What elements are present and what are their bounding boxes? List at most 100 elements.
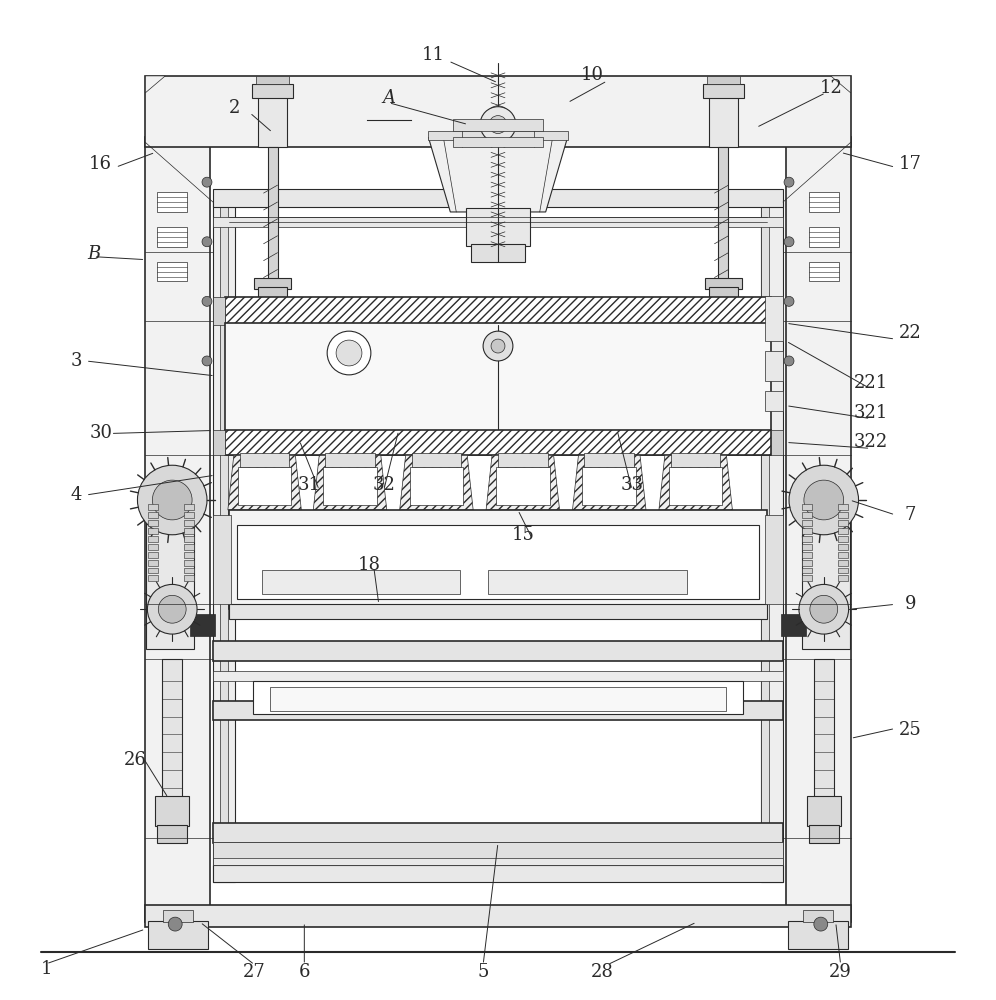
Bar: [258, 86, 288, 147]
Circle shape: [483, 331, 513, 361]
Bar: [184, 512, 194, 518]
Polygon shape: [428, 137, 568, 212]
Bar: [162, 659, 182, 798]
Bar: [786, 137, 851, 922]
Bar: [184, 528, 194, 534]
Bar: [802, 528, 812, 534]
Bar: [146, 480, 194, 649]
Bar: [148, 560, 158, 566]
Bar: [240, 453, 290, 467]
Polygon shape: [831, 76, 851, 93]
Bar: [184, 560, 194, 566]
Text: 11: 11: [422, 46, 445, 64]
Bar: [761, 202, 769, 882]
Bar: [225, 430, 771, 455]
Bar: [268, 147, 278, 281]
Bar: [220, 202, 228, 882]
Polygon shape: [399, 455, 473, 510]
Polygon shape: [659, 455, 732, 510]
Bar: [260, 301, 286, 319]
Bar: [771, 297, 783, 325]
Bar: [256, 76, 290, 84]
Text: 29: 29: [830, 963, 853, 981]
Bar: [453, 137, 543, 147]
Text: A: A: [382, 89, 395, 107]
Polygon shape: [314, 455, 386, 510]
Bar: [213, 865, 783, 882]
Bar: [781, 614, 806, 636]
Bar: [583, 467, 636, 505]
Bar: [145, 76, 851, 147]
Circle shape: [147, 584, 197, 634]
Bar: [807, 796, 841, 826]
Bar: [213, 297, 225, 325]
Bar: [453, 119, 543, 131]
Circle shape: [137, 465, 207, 535]
Bar: [157, 227, 187, 247]
Bar: [585, 453, 634, 467]
Text: 26: 26: [124, 751, 147, 769]
Polygon shape: [145, 76, 165, 93]
Bar: [262, 570, 460, 594]
Bar: [802, 520, 812, 526]
Bar: [229, 604, 767, 619]
Bar: [148, 544, 158, 550]
Circle shape: [799, 584, 849, 634]
Bar: [213, 701, 783, 720]
Circle shape: [784, 237, 794, 247]
Bar: [148, 504, 158, 510]
Bar: [323, 467, 376, 505]
Text: 32: 32: [373, 476, 395, 494]
Bar: [838, 560, 848, 566]
Circle shape: [784, 356, 794, 366]
Bar: [184, 520, 194, 526]
Text: 321: 321: [854, 404, 887, 422]
Text: 5: 5: [477, 963, 489, 981]
Text: 27: 27: [243, 963, 266, 981]
Bar: [802, 568, 812, 573]
Text: 31: 31: [298, 476, 321, 494]
Bar: [838, 552, 848, 558]
Bar: [802, 552, 812, 558]
Circle shape: [810, 595, 838, 623]
Bar: [157, 825, 187, 843]
Bar: [213, 842, 783, 858]
Bar: [157, 192, 187, 212]
Bar: [148, 921, 208, 949]
Bar: [184, 536, 194, 542]
Circle shape: [784, 296, 794, 306]
Bar: [184, 504, 194, 510]
Bar: [163, 910, 193, 922]
Bar: [466, 208, 530, 246]
Bar: [237, 525, 759, 599]
Bar: [838, 544, 848, 550]
Bar: [270, 687, 726, 711]
Bar: [252, 84, 294, 98]
Bar: [213, 202, 235, 882]
Circle shape: [489, 116, 507, 134]
Text: 12: 12: [820, 79, 843, 97]
Bar: [710, 301, 736, 319]
Bar: [838, 520, 848, 526]
Bar: [706, 76, 740, 84]
Bar: [213, 217, 783, 227]
Bar: [411, 453, 461, 467]
Bar: [213, 641, 783, 661]
Bar: [253, 681, 743, 714]
Bar: [765, 296, 783, 341]
Text: 221: 221: [854, 374, 887, 392]
Bar: [771, 430, 783, 455]
Bar: [148, 520, 158, 526]
Bar: [802, 575, 812, 581]
Bar: [428, 131, 568, 140]
Bar: [704, 278, 742, 289]
Text: 25: 25: [898, 721, 921, 739]
Bar: [838, 504, 848, 510]
Bar: [148, 512, 158, 518]
Circle shape: [158, 595, 186, 623]
Bar: [718, 147, 728, 281]
Bar: [671, 453, 720, 467]
Bar: [325, 453, 374, 467]
Text: 28: 28: [591, 963, 614, 981]
Bar: [809, 262, 839, 281]
